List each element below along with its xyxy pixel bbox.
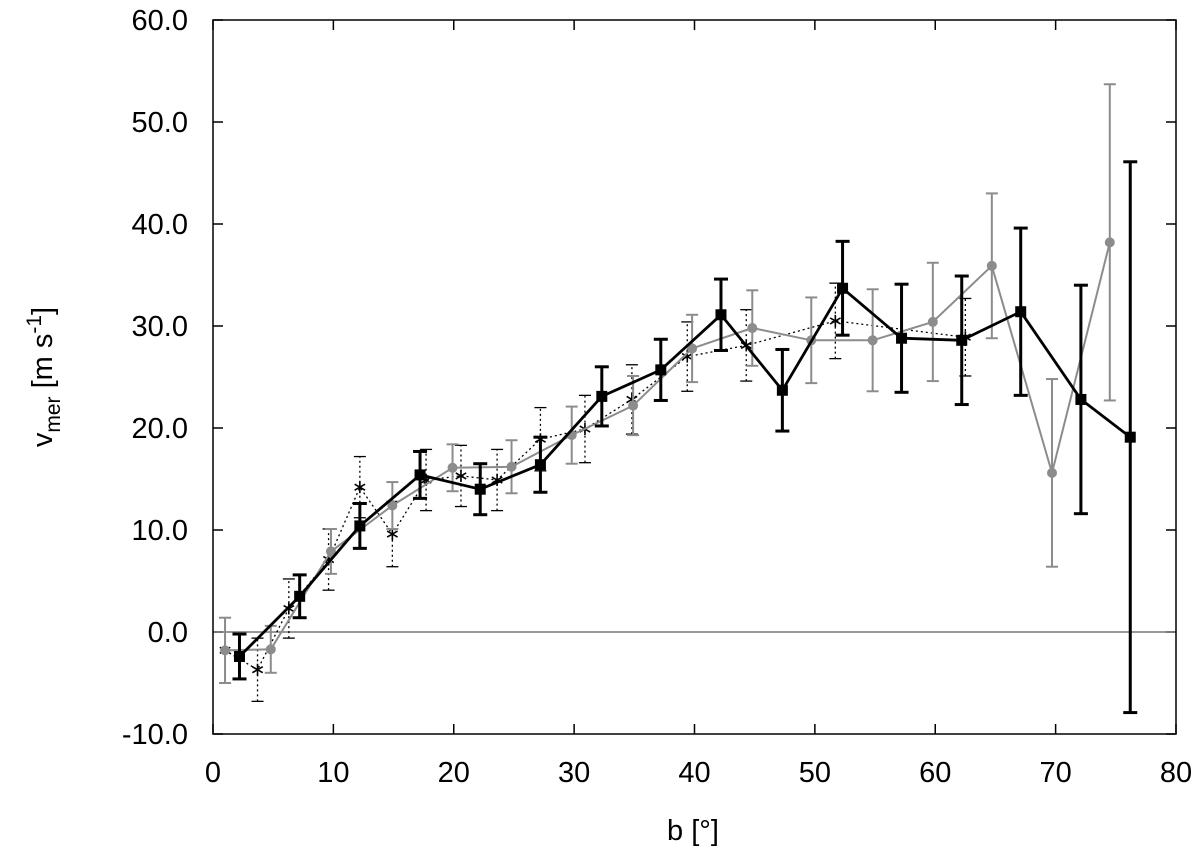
x-tick-label: 0 [205, 757, 221, 789]
plot-frame [212, 19, 1177, 735]
series-gray-circle [219, 83, 1116, 684]
data-point [294, 590, 306, 602]
data-point [220, 645, 231, 656]
data-point [455, 469, 467, 482]
data-point [1047, 467, 1058, 478]
y-axis-label-base: v [27, 432, 59, 447]
y-tick-label: 10.0 [132, 515, 188, 547]
data-point [956, 334, 968, 346]
data-point [927, 316, 938, 327]
y-axis-label-superscript: -1 [23, 315, 46, 334]
y-axis-label-unit-close: ] [27, 307, 59, 315]
series-asterisk-dotted [219, 282, 972, 703]
data-point [447, 462, 458, 473]
data-point [596, 390, 608, 402]
data-point [251, 663, 264, 676]
x-tick-label: 30 [558, 757, 590, 789]
data-point [233, 650, 245, 662]
data-point [687, 343, 698, 354]
series-black-square [232, 160, 1138, 715]
x-tick-label: 10 [317, 757, 349, 789]
y-tick-label: 60.0 [132, 5, 188, 37]
y-tick-label: 0.0 [148, 617, 188, 649]
data-point [867, 335, 878, 346]
series-group [219, 83, 1138, 715]
x-tick-label: 20 [438, 757, 470, 789]
data-point [325, 546, 336, 557]
series-line [238, 286, 1132, 658]
data-point [715, 309, 727, 321]
data-point [474, 483, 486, 495]
data-point [1015, 306, 1027, 318]
data-point [829, 314, 841, 327]
y-tick-label: 50.0 [132, 107, 188, 139]
data-point [354, 481, 366, 494]
tick-labels: 0 10 20 30 40 50 60 70 80 -10.0 0.0 10.0 20.0 30.0 40.… [122, 5, 1192, 789]
data-point [354, 520, 366, 532]
data-point [386, 528, 398, 541]
x-tick-label: 70 [1039, 757, 1071, 789]
y-axis-label: vmer [m s-1] [23, 307, 65, 447]
data-point [747, 323, 758, 334]
y-tick-label: 40.0 [132, 209, 188, 241]
y-tick-label: 20.0 [132, 413, 188, 445]
x-axis-label: b [°] [667, 815, 719, 847]
data-point [414, 469, 426, 481]
data-point [534, 459, 546, 471]
data-point [655, 364, 667, 376]
data-point [986, 260, 997, 271]
y-axis-label-subscript: mer [42, 396, 65, 432]
data-point [1075, 393, 1087, 405]
x-tick-label: 40 [678, 757, 710, 789]
x-tick-label: 80 [1160, 757, 1192, 789]
y-tick-label: 30.0 [132, 311, 188, 343]
ticks [212, 19, 1177, 735]
data-point [1104, 237, 1115, 248]
series-line [224, 320, 966, 671]
x-tick-label: 60 [919, 757, 951, 789]
data-point [896, 332, 908, 344]
data-point [628, 400, 639, 411]
data-point [776, 384, 788, 396]
y-tick-label: -10.0 [122, 719, 188, 751]
y-axis-label-unit: [m s [27, 334, 59, 397]
data-point [1124, 431, 1136, 443]
data-point [265, 644, 276, 655]
x-tick-label: 50 [799, 757, 831, 789]
data-point [506, 461, 517, 472]
data-point [837, 282, 849, 294]
series-line [224, 242, 1111, 652]
data-point [387, 500, 398, 511]
